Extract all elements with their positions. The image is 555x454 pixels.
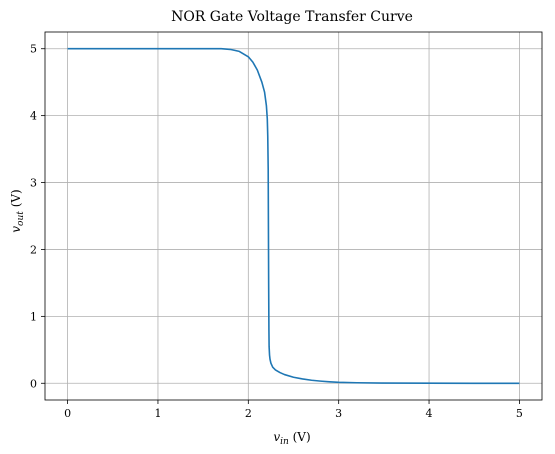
y-tick-label: 1 [30,310,37,323]
y-tick-label: 2 [30,243,37,256]
y-axis-label: vout (V) [9,189,26,232]
chart-title: NOR Gate Voltage Transfer Curve [171,9,413,25]
grid [45,32,542,400]
x-tick-label: 0 [64,407,71,420]
x-tick-label: 4 [426,407,433,420]
y-tick-label: 5 [30,43,37,56]
curve-layer [67,47,520,385]
vtc-series-line [67,47,520,385]
x-tick-label: 3 [335,407,342,420]
x-tick-label: 2 [245,407,252,420]
y-tick-label: 3 [30,177,37,190]
y-tick-label: 4 [30,110,37,123]
y-tick-label: 0 [30,377,37,390]
x-tick-label: 1 [154,407,161,420]
x-axis: 0 1 2 3 4 5 [64,400,523,420]
y-axis: 0 1 2 3 4 5 [30,43,45,390]
x-tick-label: 5 [516,407,523,420]
x-axis-label: vin (V) [273,430,310,447]
plot-frame [44,31,543,401]
